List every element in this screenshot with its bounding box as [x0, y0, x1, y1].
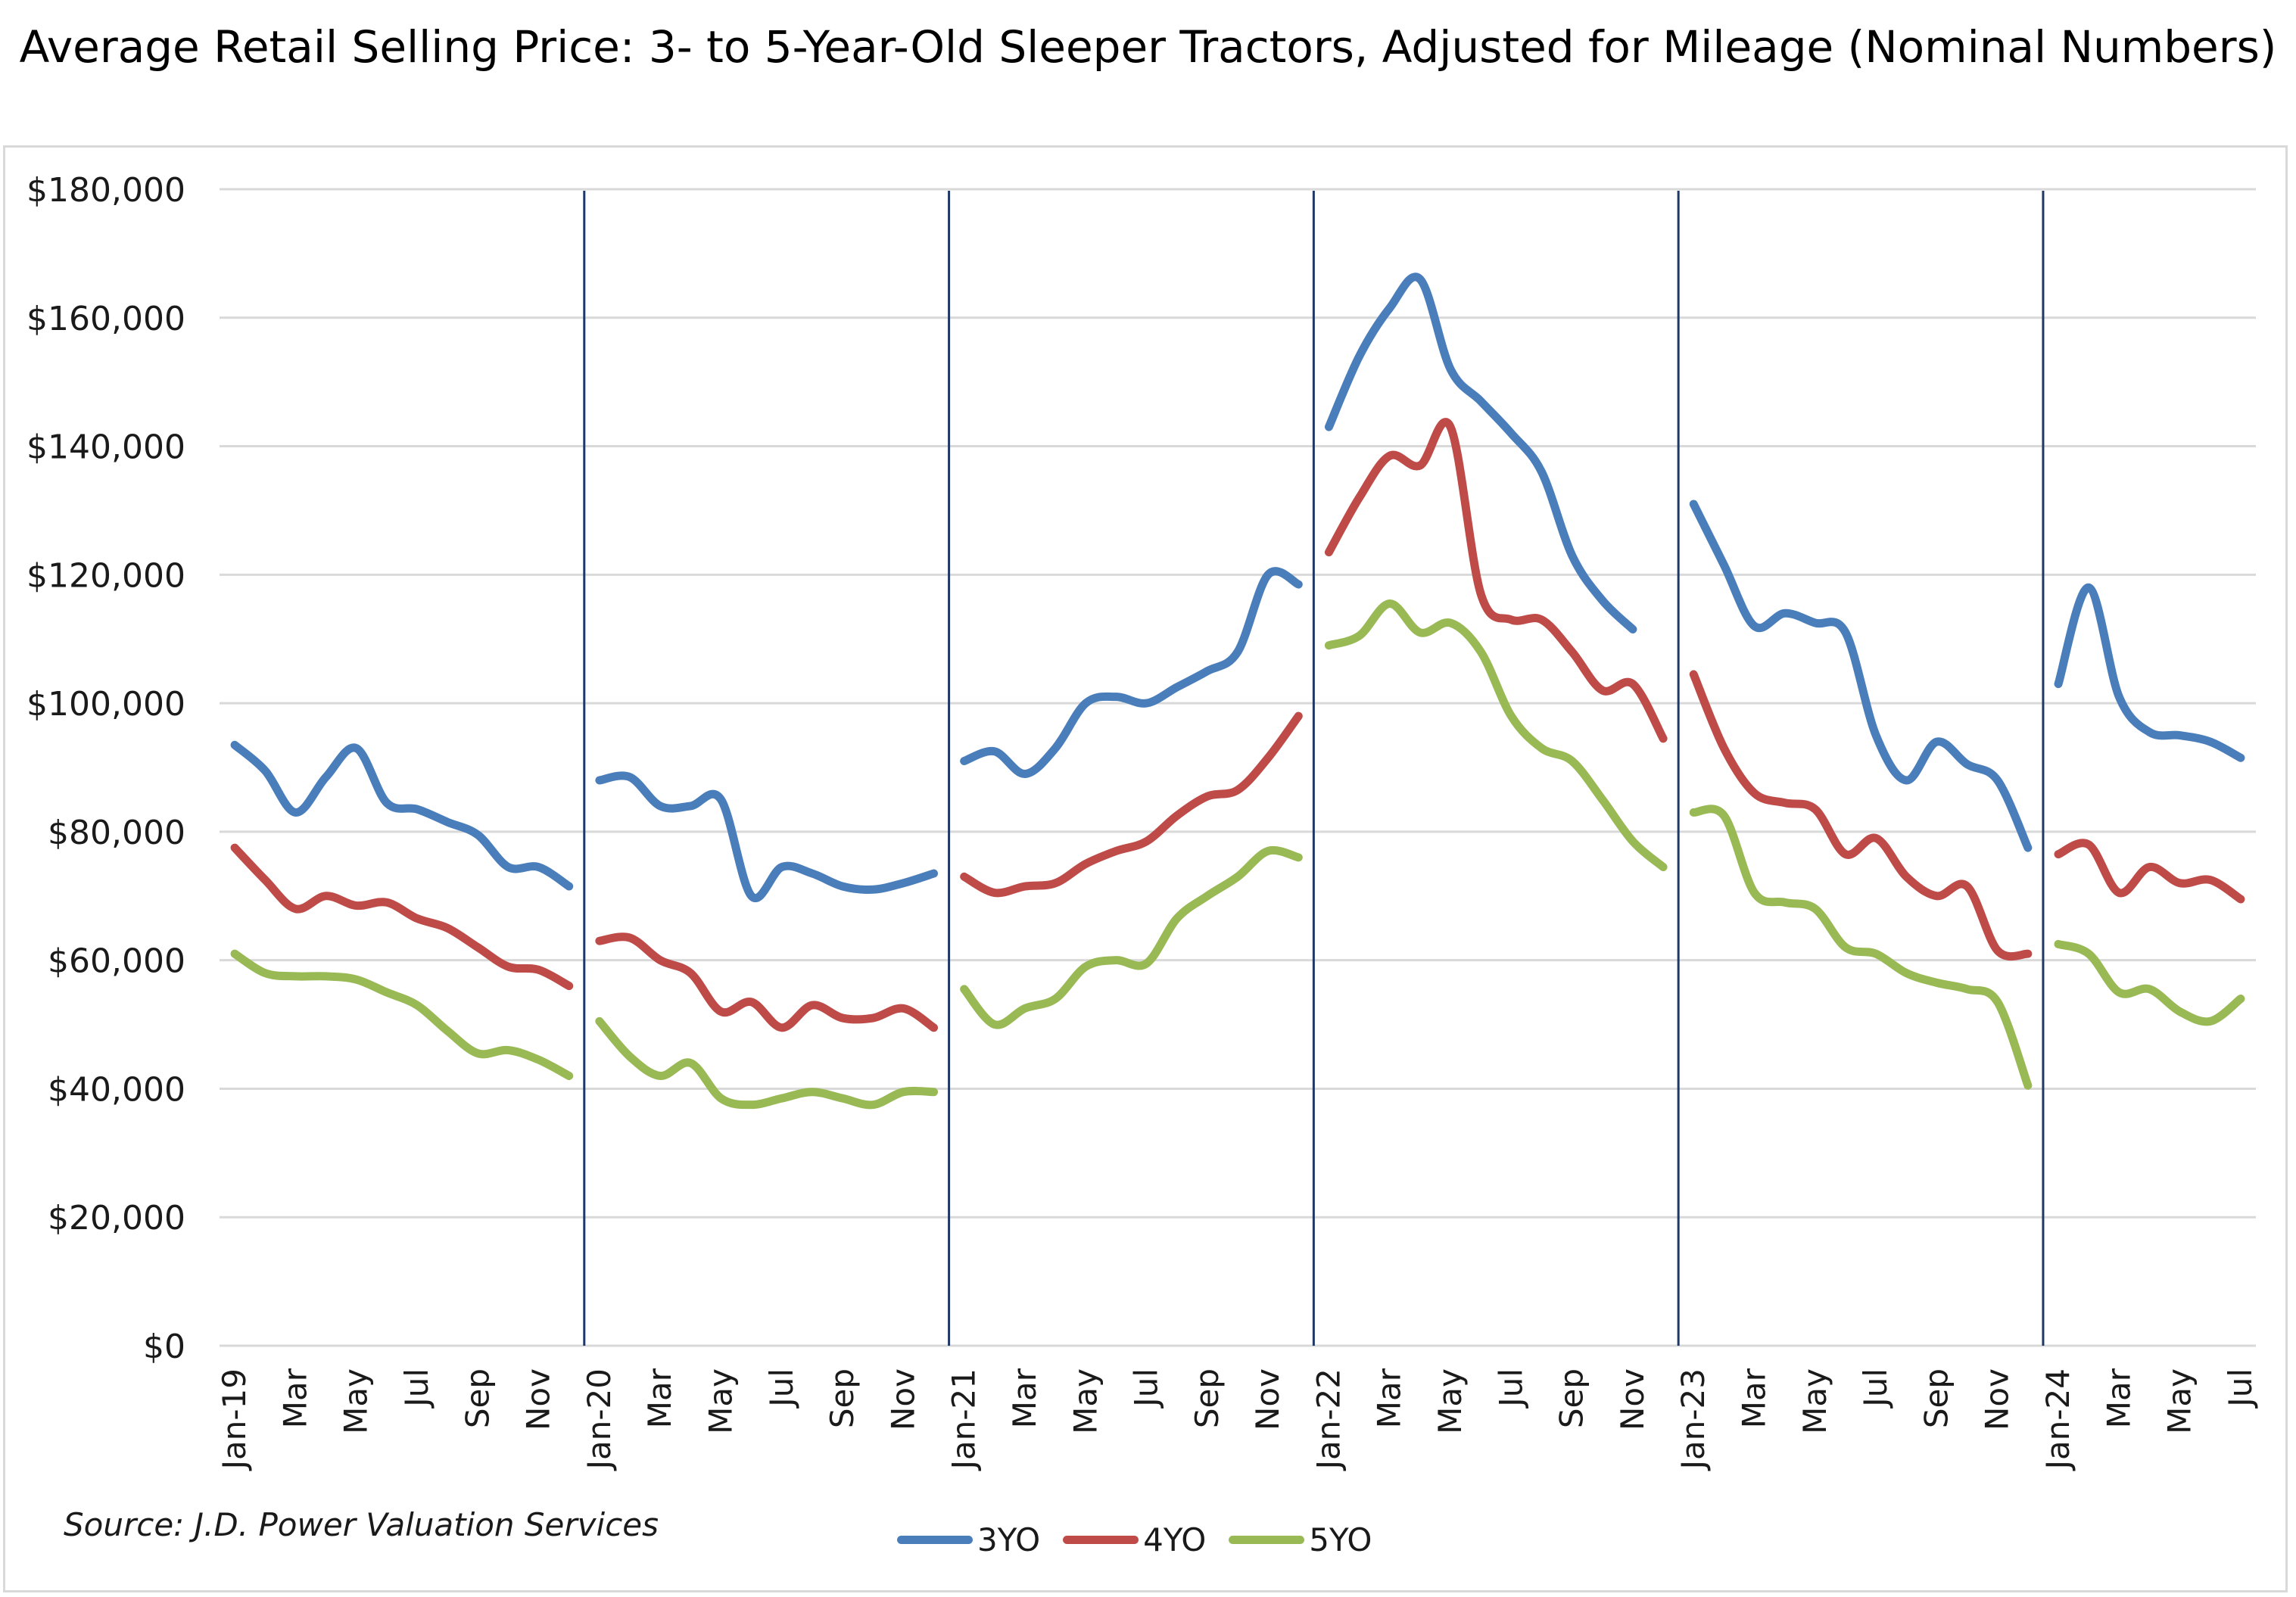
x-tick-label: Sep — [824, 1368, 861, 1428]
chart-frame — [3, 145, 2288, 1592]
series-line-3yo-2019 — [230, 740, 574, 891]
series-line-5yo-2019 — [230, 949, 574, 1080]
series-line-4yo-2022 — [1324, 418, 1668, 743]
series-line-3yo-2024 — [2054, 583, 2245, 762]
y-tick-label: $20,000 — [48, 1199, 185, 1237]
series-line-5yo-2023 — [1689, 805, 2033, 1090]
series-line-3yo-2022 — [1324, 272, 1637, 634]
x-tick-label: May — [2161, 1368, 2198, 1434]
x-tick-label: Jan-24 — [2039, 1368, 2076, 1471]
series-line-4yo-2020 — [595, 932, 939, 1032]
y-tick-label: $40,000 — [48, 1070, 185, 1109]
series-line-3yo-2020 — [595, 771, 939, 902]
x-tick-label: Jul — [2222, 1368, 2259, 1409]
x-tick-label: Jan-20 — [581, 1368, 618, 1471]
series-line-4yo-2021 — [960, 711, 1303, 898]
legend-swatch-3yo — [897, 1536, 973, 1544]
x-tick-label: May — [702, 1368, 739, 1434]
x-tick-label: Nov — [1979, 1368, 2016, 1430]
x-tick-label: Jul — [1128, 1368, 1165, 1409]
x-tick-label: Jul — [763, 1368, 800, 1409]
x-tick-label: Jan-19 — [216, 1368, 253, 1471]
series-line-5yo-2022 — [1324, 599, 1668, 872]
x-tick-label: Nov — [1614, 1368, 1651, 1430]
x-tick-label: Jan-22 — [1310, 1368, 1347, 1471]
series-line-4yo-2024 — [2054, 839, 2245, 904]
x-tick-label: Sep — [1917, 1368, 1955, 1428]
x-tick-label: Mar — [641, 1368, 678, 1428]
y-tick-label: $100,000 — [26, 685, 185, 724]
source-note: Source: J.D. Power Valuation Services — [64, 1506, 659, 1543]
chart-title: Average Retail Selling Price: 3- to 5-Ye… — [19, 21, 2277, 73]
x-tick-label: Mar — [1371, 1368, 1408, 1428]
x-tick-label: May — [1067, 1368, 1104, 1434]
y-tick-label: $180,000 — [26, 171, 185, 210]
x-tick-label: May — [338, 1368, 375, 1434]
series-line-3yo-2021 — [960, 567, 1303, 778]
x-tick-label: Sep — [1188, 1368, 1226, 1428]
x-tick-label: May — [1796, 1368, 1833, 1434]
legend-item-3yo: 3YO — [897, 1521, 1040, 1558]
x-tick-label: Nov — [1249, 1368, 1286, 1430]
legend-swatch-5yo — [1229, 1536, 1305, 1544]
x-tick-label: Jul — [1857, 1368, 1894, 1409]
series-line-5yo-2020 — [595, 1016, 939, 1110]
x-tick-label: Jan-23 — [1674, 1368, 1712, 1471]
legend-label-4yo: 4YO — [1143, 1521, 1207, 1558]
x-tick-label: Mar — [2100, 1368, 2137, 1428]
legend-item-4yo: 4YO — [1063, 1521, 1206, 1558]
x-tick-label: Nov — [520, 1368, 557, 1430]
x-tick-label: Sep — [459, 1368, 496, 1428]
series-line-4yo-2019 — [230, 843, 574, 991]
legend-item-5yo: 5YO — [1229, 1521, 1372, 1558]
x-tick-label: Nov — [884, 1368, 921, 1430]
series-line-5yo-2024 — [2054, 939, 2245, 1026]
x-tick-label: Mar — [276, 1368, 313, 1428]
y-tick-label: $80,000 — [48, 814, 185, 852]
legend: 3YO 4YO 5YO — [897, 1521, 1394, 1558]
x-tick-label: Mar — [1006, 1368, 1043, 1428]
legend-swatch-4yo — [1063, 1536, 1139, 1544]
y-tick-label: $0 — [143, 1328, 185, 1366]
y-tick-label: $60,000 — [48, 942, 185, 981]
series-line-3yo-2023 — [1689, 500, 2033, 852]
legend-label-3yo: 3YO — [977, 1521, 1041, 1558]
series-line-5yo-2021 — [960, 845, 1303, 1029]
series-line-4yo-2023 — [1689, 670, 2033, 961]
x-tick-label: May — [1431, 1368, 1469, 1434]
x-tick-label: Jul — [1492, 1368, 1529, 1409]
legend-label-5yo: 5YO — [1309, 1521, 1372, 1558]
y-tick-label: $120,000 — [26, 556, 185, 595]
y-tick-label: $160,000 — [26, 300, 185, 338]
x-tick-label: Jan-21 — [946, 1368, 983, 1471]
x-tick-label: Jul — [398, 1368, 435, 1409]
x-tick-label: Mar — [1736, 1368, 1773, 1428]
y-tick-label: $140,000 — [26, 428, 185, 467]
x-tick-label: Sep — [1553, 1368, 1590, 1428]
